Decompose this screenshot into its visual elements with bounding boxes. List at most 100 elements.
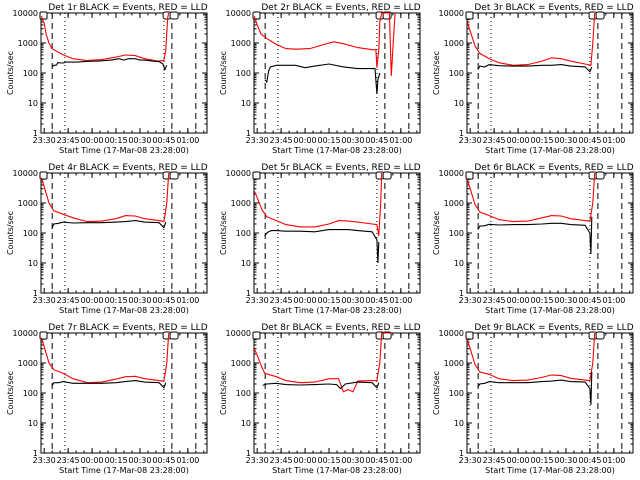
y-tick-label: 10 <box>241 259 251 268</box>
x-tick-label: 00:30 <box>554 136 577 145</box>
panel-title: Det 6r BLACK = Events, RED = LLD <box>474 163 633 173</box>
panel-title: Det 4r BLACK = Events, RED = LLD <box>48 163 207 173</box>
x-tick-label: 01:00 <box>602 296 625 305</box>
panel-title: Det 3r BLACK = Events, RED = LLD <box>474 3 633 13</box>
y-axis-label: Counts/sec <box>6 51 15 95</box>
y-tick-label: 1 <box>246 129 251 138</box>
y-tick-label: 1 <box>33 129 38 138</box>
y-tick-label: 10 <box>28 99 38 108</box>
y-tick-label: 10 <box>28 419 38 428</box>
x-tick-label: 00:15 <box>530 296 553 305</box>
y-tick-label: 1000 <box>231 199 251 208</box>
y-tick-label: 10 <box>454 259 464 268</box>
events-series-line <box>51 380 167 389</box>
events-series-line <box>477 64 593 73</box>
y-tick-label: 10000 <box>226 169 251 178</box>
x-tick-label: 23:30 <box>246 296 269 305</box>
y-tick-label: 10000 <box>13 329 38 338</box>
lld-series-line <box>41 172 170 223</box>
x-tick-label: 00:00 <box>294 456 317 465</box>
y-axis-label: Counts/sec <box>6 211 15 255</box>
y-tick-label: 1 <box>246 289 251 298</box>
x-axis-label: Start Time (17-Mar-08 23:28:00) <box>272 146 402 155</box>
y-tick-label: 100 <box>236 389 251 398</box>
events-series-line <box>51 220 167 229</box>
y-tick-label: 100 <box>23 389 38 398</box>
plot-frame <box>253 12 421 134</box>
x-tick-label: 00:15 <box>317 296 340 305</box>
lld-series-line <box>254 12 396 76</box>
detector-panel-9: Det 9r BLACK = Events, RED = LLD 1 10 100 10… <box>432 323 634 475</box>
events-series-line <box>264 63 381 95</box>
lld-series-line <box>41 12 170 62</box>
detector-panel-8: Det 8r BLACK = Events, RED = LLD 1 10 100 10… <box>219 323 421 475</box>
x-tick-label: 00:00 <box>507 456 530 465</box>
x-tick-label: 23:30 <box>33 296 56 305</box>
x-axis-label: Start Time (17-Mar-08 23:28:00) <box>59 306 189 315</box>
x-tick-label: 00:45 <box>152 456 175 465</box>
y-tick-label: 10000 <box>226 329 251 338</box>
y-tick-label: 1000 <box>18 359 38 368</box>
x-tick-label: 00:45 <box>152 296 175 305</box>
x-tick-label: 00:45 <box>578 296 601 305</box>
x-tick-label: 23:30 <box>246 136 269 145</box>
detector-panel-2: Det 2r BLACK = Events, RED = LLD 1 10 100 10… <box>219 3 421 155</box>
x-tick-label: 01:00 <box>176 456 199 465</box>
y-tick-label: 10 <box>454 99 464 108</box>
start-marker <box>252 11 261 20</box>
y-axis-label: Counts/sec <box>432 371 441 415</box>
x-tick-label: 23:30 <box>459 136 482 145</box>
start-marker <box>465 11 474 20</box>
y-axis-label: Counts/sec <box>432 51 441 95</box>
y-tick-label: 1000 <box>231 39 251 48</box>
x-tick-label: 00:45 <box>365 456 388 465</box>
y-tick-label: 100 <box>236 69 251 78</box>
panel-title: Det 7r BLACK = Events, RED = LLD <box>48 323 207 333</box>
y-axis-label: Counts/sec <box>219 211 228 255</box>
panel-title: Det 5r BLACK = Events, RED = LLD <box>261 163 420 173</box>
plot-frame <box>466 332 634 454</box>
y-tick-label: 100 <box>449 69 464 78</box>
x-tick-label: 00:30 <box>128 136 151 145</box>
x-tick-label: 00:15 <box>317 456 340 465</box>
y-tick-label: 10 <box>28 259 38 268</box>
x-tick-label: 00:00 <box>81 456 104 465</box>
x-tick-label: 23:45 <box>483 136 506 145</box>
plot-frame <box>40 12 208 134</box>
y-tick-label: 1 <box>459 449 464 458</box>
x-tick-label: 01:00 <box>602 456 625 465</box>
y-tick-label: 10000 <box>439 9 464 18</box>
x-tick-label: 23:45 <box>57 456 80 465</box>
y-tick-label: 100 <box>23 69 38 78</box>
x-axis-label: Start Time (17-Mar-08 23:28:00) <box>59 146 189 155</box>
x-tick-label: 01:00 <box>389 456 412 465</box>
saa-marker <box>169 11 179 20</box>
y-tick-label: 1000 <box>444 359 464 368</box>
y-tick-label: 1 <box>459 289 464 298</box>
x-tick-label: 23:45 <box>270 456 293 465</box>
events-series-line <box>477 216 593 255</box>
panel-title: Det 8r BLACK = Events, RED = LLD <box>261 323 420 333</box>
y-tick-label: 10000 <box>13 9 38 18</box>
detector-panel-7: Det 7r BLACK = Events, RED = LLD 1 10 100 10… <box>6 323 208 475</box>
x-tick-label: 00:30 <box>341 456 364 465</box>
x-tick-label: 00:45 <box>578 136 601 145</box>
x-tick-label: 23:30 <box>33 456 56 465</box>
y-tick-label: 100 <box>449 389 464 398</box>
y-tick-label: 1000 <box>18 199 38 208</box>
y-tick-label: 1000 <box>444 199 464 208</box>
plot-frame <box>253 332 421 454</box>
x-tick-label: 00:30 <box>128 456 151 465</box>
x-axis-label: Start Time (17-Mar-08 23:28:00) <box>485 466 615 475</box>
x-tick-label: 01:00 <box>176 296 199 305</box>
x-tick-label: 00:15 <box>530 136 553 145</box>
x-tick-label: 00:00 <box>294 296 317 305</box>
lld-series-line <box>41 332 170 384</box>
plot-frame <box>253 172 421 294</box>
x-tick-label: 00:15 <box>317 136 340 145</box>
plot-frame <box>466 172 634 294</box>
start-marker <box>252 171 261 180</box>
panel-title: Det 1r BLACK = Events, RED = LLD <box>48 3 207 13</box>
